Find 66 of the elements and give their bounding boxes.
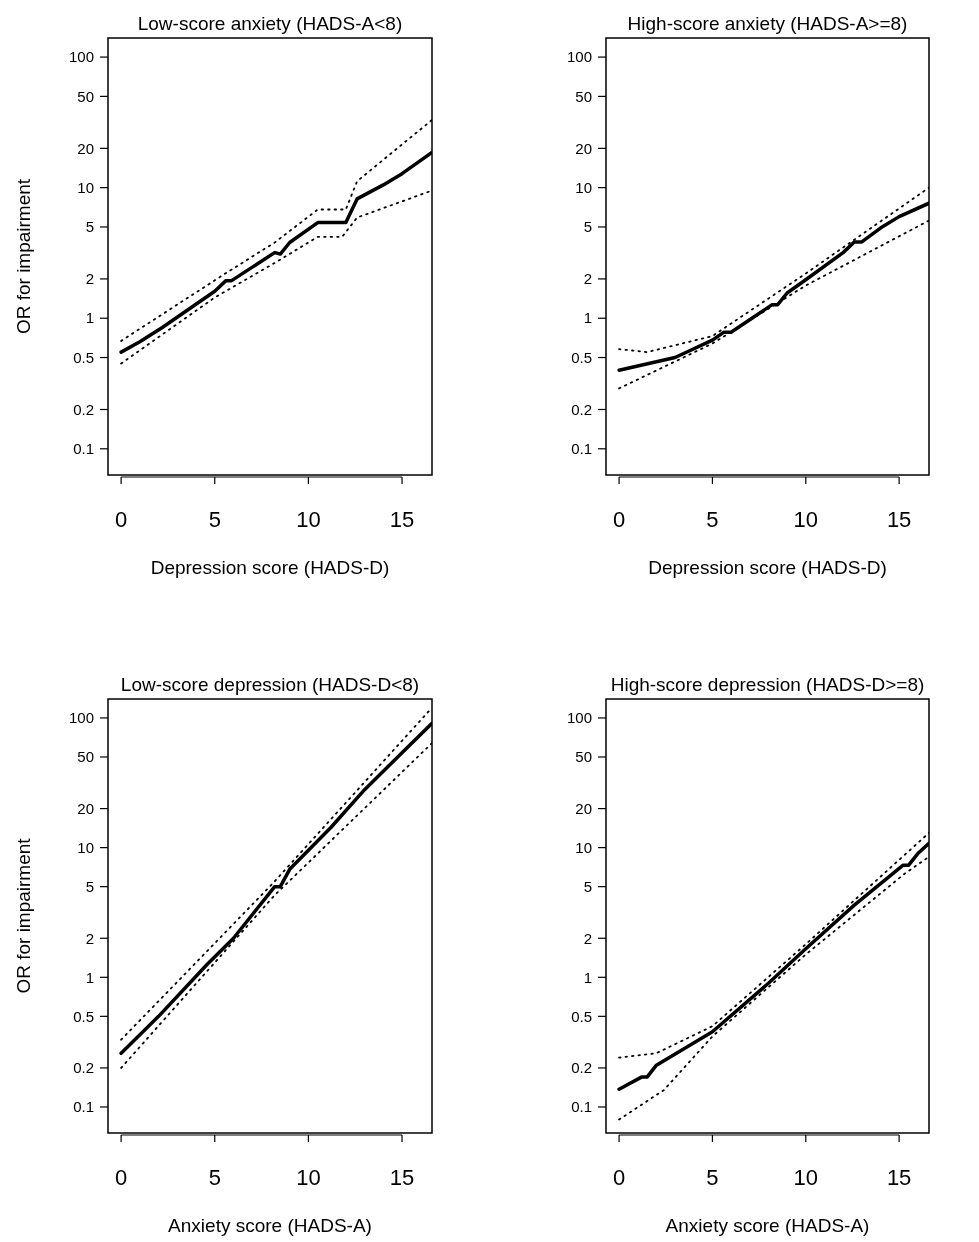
y-tick-label: 5: [85, 877, 94, 895]
x-axis-title: Anxiety score (HADS-A): [665, 1215, 870, 1236]
x-axis-title: Depression score (HADS-D): [150, 557, 390, 578]
y-tick-label: 0.1: [73, 440, 94, 458]
x-tick-label: 15: [389, 507, 415, 532]
y-tick-label: 100: [68, 709, 94, 727]
y-tick-label: 10: [575, 838, 592, 856]
y-tick-label: 10: [77, 838, 94, 856]
y-tick-label: 1: [583, 968, 592, 986]
x-tick-label: 0: [612, 1165, 626, 1190]
y-tick-label: 0.5: [73, 348, 94, 366]
y-tick-label: 0.1: [73, 1098, 94, 1116]
x-tick-label: 5: [706, 507, 719, 532]
y-tick-label: 0.1: [571, 1098, 592, 1116]
x-tick-label: 10: [296, 507, 321, 532]
y-tick-label: 0.5: [571, 1007, 592, 1025]
y-axis-title: OR for impairment: [13, 178, 34, 335]
x-tick-label: 5: [208, 1165, 221, 1190]
y-tick-label: 100: [566, 709, 592, 727]
x-tick-label: 0: [114, 1165, 128, 1190]
y-tick-label: 20: [575, 799, 592, 817]
x-tick-label: 0: [114, 507, 128, 532]
y-tick-label: 1: [85, 309, 94, 327]
x-axis-title: Depression score (HADS-D): [648, 557, 887, 578]
y-axis-title: OR for impairment: [13, 837, 34, 994]
y-tick-label: 5: [583, 218, 592, 236]
x-tick-label: 10: [793, 507, 819, 532]
y-tick-label: 50: [575, 748, 592, 766]
x-tick-label: 15: [886, 507, 912, 532]
x-tick-label: 5: [208, 507, 221, 532]
y-tick-label: 10: [575, 178, 592, 196]
y-tick-label: 20: [575, 139, 592, 157]
x-axis-title: Anxiety score (HADS-A): [168, 1215, 372, 1236]
y-tick-label: 20: [77, 139, 94, 157]
x-tick-label: 10: [793, 1165, 819, 1190]
y-tick-label: 50: [77, 748, 94, 766]
y-tick-label: 0.5: [73, 1007, 94, 1025]
y-tick-label: 100: [68, 48, 94, 66]
y-tick-label: 2: [583, 270, 592, 288]
y-tick-label: 20: [77, 799, 94, 817]
chart-title: High-score anxiety (HADS-A>=8): [627, 13, 908, 34]
y-tick-label: 2: [583, 929, 592, 947]
y-tick-label: 0.5: [571, 348, 592, 366]
y-tick-label: 0.2: [73, 400, 94, 418]
chart-title: Low-score anxiety (HADS-A<8): [137, 13, 403, 34]
y-tick-label: 10: [77, 178, 94, 196]
x-tick-label: 5: [706, 1165, 719, 1190]
y-tick-label: 0.2: [73, 1059, 94, 1077]
x-tick-label: 15: [886, 1165, 912, 1190]
y-tick-label: 1: [85, 968, 94, 986]
y-tick-label: 100: [566, 48, 592, 66]
x-tick-label: 15: [389, 1165, 415, 1190]
y-tick-label: 1: [583, 309, 592, 327]
y-tick-label: 50: [77, 87, 94, 105]
chart-title: High-score depression (HADS-D>=8): [610, 674, 925, 695]
y-tick-label: 2: [85, 929, 94, 947]
y-tick-label: 0.2: [571, 400, 592, 418]
y-tick-label: 0.1: [571, 440, 592, 458]
y-tick-label: 0.2: [571, 1059, 592, 1077]
y-tick-label: 5: [583, 877, 592, 895]
y-tick-label: 50: [575, 87, 592, 105]
x-tick-label: 0: [612, 507, 626, 532]
x-tick-label: 10: [296, 1165, 321, 1190]
chart-title: Low-score depression (HADS-D<8): [120, 674, 420, 695]
y-tick-label: 5: [85, 218, 94, 236]
y-tick-label: 2: [85, 270, 94, 288]
